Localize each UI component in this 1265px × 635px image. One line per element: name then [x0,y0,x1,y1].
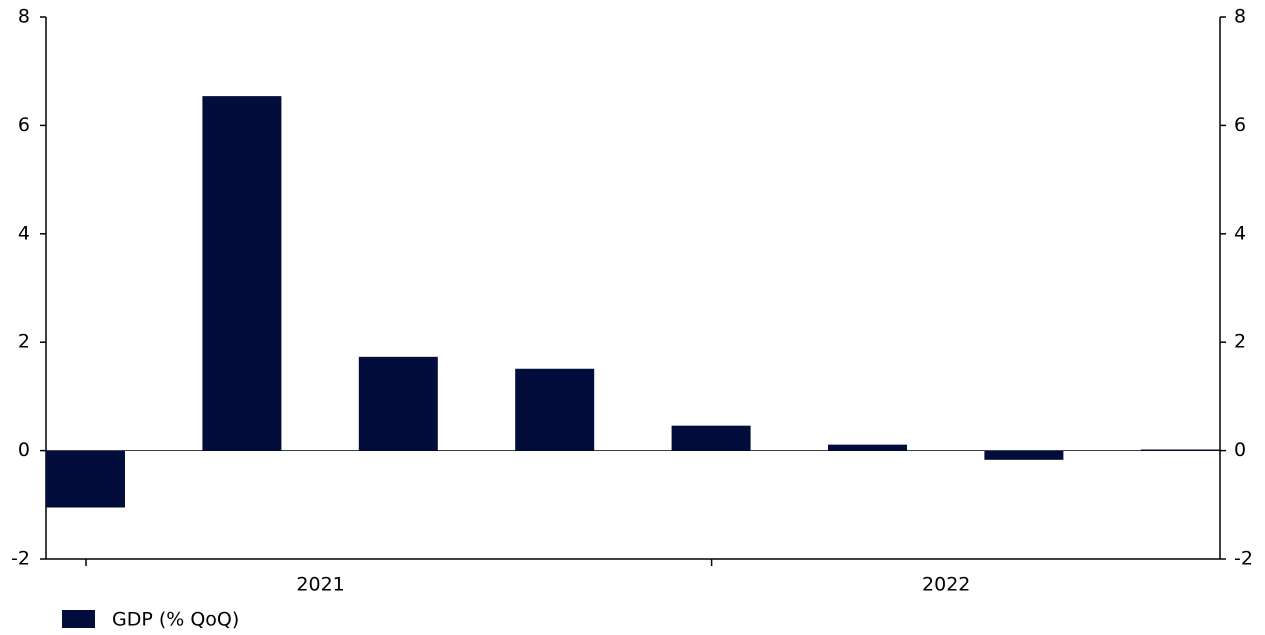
legend-swatch [62,610,95,628]
y2-tick-label: 4 [1234,222,1246,244]
bar [358,356,438,451]
y-tick-label: -2 [11,548,30,570]
y-tick-label: 0 [18,439,30,461]
legend-label: GDP (% QoQ) [112,609,239,631]
bar [828,444,907,451]
bar [46,450,125,508]
bar [671,425,751,451]
bar [1140,449,1220,451]
bar [202,96,282,451]
y2-tick-label: 0 [1234,439,1246,461]
y-tick-label: 4 [18,222,30,244]
y2-tick-label: -2 [1234,548,1253,570]
y-tick-label: 2 [18,331,30,353]
y2-tick-label: 8 [1234,6,1246,28]
x-group-label: 2021 [296,574,344,596]
y2-tick-label: 2 [1234,331,1246,353]
y-tick-label: 8 [18,6,30,28]
x-group-label: 2022 [922,574,970,596]
y-tick-label: 6 [18,114,30,136]
bar [515,368,595,451]
y2-tick-label: 6 [1234,114,1246,136]
bar [984,450,1064,460]
